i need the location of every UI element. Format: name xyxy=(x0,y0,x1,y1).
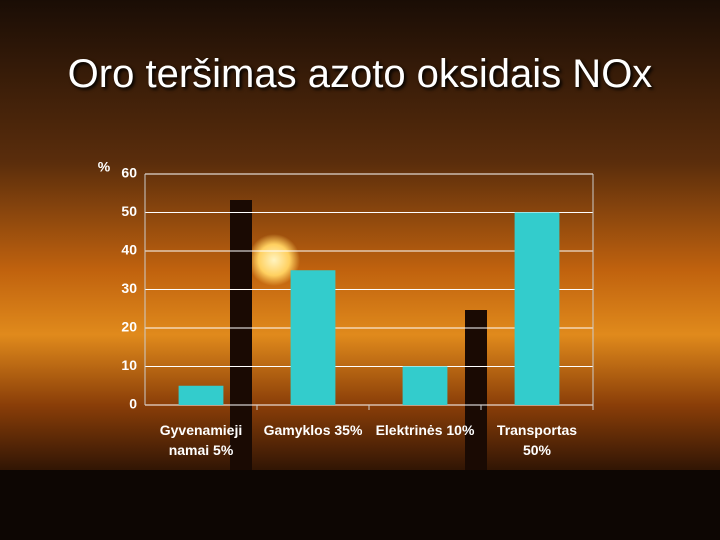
x-tick-label: Gamyklos 35% xyxy=(263,422,363,438)
x-tick-label: Transportas 50% xyxy=(496,422,578,458)
y-tick-label: 30 xyxy=(121,280,137,296)
y-tick-label: 40 xyxy=(121,242,137,258)
chart-title: Oro teršimas azoto oksidais NOx xyxy=(67,52,653,96)
y-tick-label: 10 xyxy=(121,357,137,373)
y-tick-label: 20 xyxy=(121,319,137,335)
x-tick-label: Elektrinės 10% xyxy=(375,422,475,438)
bar xyxy=(402,366,448,405)
bar xyxy=(290,270,336,405)
y-axis-label: % xyxy=(98,159,111,175)
y-tick-label: 60 xyxy=(121,165,137,181)
chimney xyxy=(465,310,487,480)
bar xyxy=(178,385,224,405)
bar xyxy=(514,212,560,405)
y-tick-label: 50 xyxy=(121,203,137,219)
y-tick-label: 0 xyxy=(129,396,137,412)
x-tick-label: Gyvenamieji namai 5% xyxy=(159,422,243,458)
chimney xyxy=(230,200,252,480)
sun xyxy=(248,234,300,286)
ground xyxy=(0,470,720,540)
